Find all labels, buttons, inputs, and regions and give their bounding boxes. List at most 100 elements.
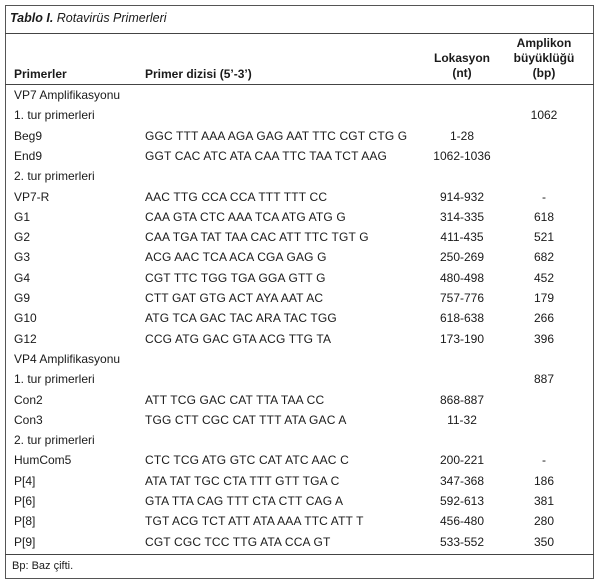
- cell-primer: G4: [14, 270, 31, 285]
- cell-location: 314-335: [439, 209, 485, 224]
- cell-amplicon: 887: [533, 372, 555, 387]
- table-row: Beg9 GGC TTT AAA AGA GAG AAT TTC CGT CTG …: [0, 129, 601, 149]
- cell-primer: 2. tur primerleri: [14, 433, 95, 448]
- cell-sequence: ATG TCA GAC TAC ARA TAC TGG: [145, 311, 337, 326]
- table-row: P[8] TGT ACG TCT ATT ATA AAA TTC ATT T 456…: [0, 514, 601, 534]
- cell-primer: P[9]: [14, 534, 36, 549]
- header-amplikon-line3: (bp): [532, 66, 556, 80]
- cell-location: 757-776: [439, 291, 485, 305]
- cell-location: 250-269: [439, 250, 485, 265]
- cell-location: 456-480: [439, 514, 485, 529]
- cell-sequence: ATA TAT TGC CTA TTT GTT TGA C: [145, 473, 340, 488]
- cell-primer: P[4]: [14, 473, 36, 488]
- cell-amplicon: 381: [533, 494, 555, 508]
- cell-sequence: GGC TTT AAA AGA GAG AAT TTC CGT CTG G: [145, 128, 408, 143]
- cell-amplicon: 521: [533, 230, 555, 245]
- header-rule: [5, 84, 594, 85]
- header-lokasyon-line1: Lokasyon: [433, 51, 490, 65]
- cell-amplicon: 396: [533, 331, 555, 346]
- table-row: VP7 Amplifikasyonu: [0, 88, 601, 108]
- cell-location: 200-221: [439, 453, 485, 468]
- cell-location: 411-435: [440, 230, 484, 245]
- header-amplikon-line1: Amplikon: [516, 36, 572, 50]
- cell-amplicon: 452: [533, 270, 555, 285]
- cell-primer: P[8]: [14, 514, 36, 529]
- table-row: G10 ATG TCA GAC TAC ARA TAC TGG 618-638 266: [0, 311, 601, 331]
- table-row: 1. tur primerleri 1062: [0, 108, 601, 128]
- cell-amplicon: 179: [533, 291, 555, 305]
- cell-primer: 1. tur primerleri: [14, 108, 95, 123]
- cell-primer: G2: [14, 230, 31, 245]
- cell-sequence: CAA GTA CTC AAA TCA ATG ATG G: [145, 209, 346, 224]
- table-row: G12 CCG ATG GAC GTA ACG TTG TA 173-190 396: [0, 332, 601, 352]
- cell-sequence: GTA TTA CAG TTT CTA CTT CAG A: [145, 494, 344, 508]
- cell-location: 173-190: [439, 331, 485, 346]
- cell-sequence: CTT GAT GTG ACT AYA AAT AC: [145, 291, 324, 305]
- cell-primer: G10: [14, 311, 37, 326]
- header-lokasyon: Lokasyon (nt): [410, 51, 514, 81]
- table-row: G4 CGT TTC TGG TGA GGA GTT G 480-498 452: [0, 271, 601, 291]
- cell-amplicon: 1062: [530, 108, 558, 123]
- cell-primer: VP7-R: [14, 189, 50, 204]
- cell-amplicon: 186: [533, 473, 555, 488]
- cell-primer: End9: [14, 148, 43, 163]
- header-amplikon: Amplikon büyüklüğü (bp): [510, 36, 578, 81]
- table-caption: Tablo I. Rotavirüs Primerleri: [10, 11, 167, 25]
- footnote: Bp: Baz çifti.: [12, 560, 74, 572]
- header-lokasyon-line2: (nt): [452, 66, 472, 80]
- table-row: Con3 TGG CTT CGC CAT TTT ATA GAC A 11-32: [0, 413, 601, 433]
- cell-primer: 2. tur primerleri: [14, 169, 95, 184]
- cell-primer: HumCom5: [14, 453, 72, 468]
- cell-primer: Con3: [14, 412, 43, 427]
- cell-primer: G3: [14, 250, 31, 265]
- cell-sequence: GGT CAC ATC ATA CAA TTC TAA TCT AAG: [145, 148, 387, 163]
- cell-sequence: CAA TGA TAT TAA CAC ATT TTC TGT G: [145, 230, 369, 245]
- table-bottom-rule: [5, 554, 594, 555]
- table-row: VP7-R AAC TTG CCA CCA TTT TTT CC 914-932 -: [0, 190, 601, 210]
- table-row: P[9] CGT CGC TCC TTG ATA CCA GT 533-552 350: [0, 535, 601, 555]
- table-row: P[6] GTA TTA CAG TTT CTA CTT CAG A 592-613…: [0, 494, 601, 514]
- caption-label: Tablo I.: [10, 11, 54, 25]
- cell-amplicon: -: [542, 453, 546, 468]
- caption-title: Rotavirüs Primerleri: [56, 11, 167, 25]
- cell-primer: G9: [14, 291, 31, 305]
- cell-sequence: CCG ATG GAC GTA ACG TTG TA: [145, 331, 332, 346]
- cell-primer: VP4 Amplifikasyonu: [14, 351, 121, 366]
- cell-amplicon: 350: [533, 534, 555, 549]
- table-row: G1 CAA GTA CTC AAA TCA ATG ATG G 314-335 61…: [0, 210, 601, 230]
- cell-primer: VP7 Amplifikasyonu: [14, 88, 121, 102]
- cell-location: 480-498: [439, 270, 485, 285]
- cell-location: 914-932: [439, 189, 485, 204]
- table-row: 2. tur primerleri: [0, 433, 601, 453]
- cell-primer: Beg9: [14, 128, 43, 143]
- cell-location: 1062-1036: [433, 148, 491, 163]
- cell-primer: G1: [14, 209, 31, 224]
- table-row: HumCom5 CTC TCG ATG GTC CAT ATC AAC C 200-…: [0, 453, 601, 473]
- cell-location: 347-368: [439, 473, 485, 488]
- cell-amplicon: 280: [533, 514, 555, 529]
- cell-location: 1-28: [449, 128, 475, 143]
- cell-primer: P[6]: [14, 494, 36, 508]
- cell-sequence: ACG AAC TCA ACA CGA GAG G: [145, 250, 327, 265]
- table-row: End9 GGT CAC ATC ATA CAA TTC TAA TCT AAG 1…: [0, 149, 601, 169]
- table-row: VP4 Amplifikasyonu: [0, 352, 601, 372]
- cell-primer: 1. tur primerleri: [14, 372, 95, 387]
- cell-location: 618-638: [439, 311, 485, 326]
- table-row: G2 CAA TGA TAT TAA CAC ATT TTC TGT G 411-4…: [0, 230, 601, 250]
- cell-primer: Con2: [14, 392, 43, 407]
- cell-location: 11-32: [447, 412, 477, 427]
- cell-amplicon: -: [542, 189, 546, 204]
- cell-sequence: CGT CGC TCC TTG ATA CCA GT: [145, 534, 331, 549]
- caption-rule: [5, 33, 594, 34]
- cell-sequence: CTC TCG ATG GTC CAT ATC AAC C: [145, 453, 349, 468]
- cell-location: 592-613: [439, 494, 485, 508]
- cell-sequence: ATT TCG GAC CAT TTA TAA CC: [145, 392, 325, 407]
- table-row: G3 ACG AAC TCA ACA CGA GAG G 250-269 682: [0, 250, 601, 270]
- cell-sequence: TGG CTT CGC CAT TTT ATA GAC A: [145, 412, 347, 427]
- table-row: Con2 ATT TCG GAC CAT TTA TAA CC 868-887: [0, 393, 601, 413]
- cell-sequence: AAC TTG CCA CCA TTT TTT CC: [145, 189, 328, 204]
- table-row: G9 CTT GAT GTG ACT AYA AAT AC 757-776 179: [0, 291, 601, 311]
- cell-primer: G12: [14, 331, 37, 346]
- header-primerler: Primerler: [14, 67, 67, 81]
- table-row: 2. tur primerleri: [0, 169, 601, 189]
